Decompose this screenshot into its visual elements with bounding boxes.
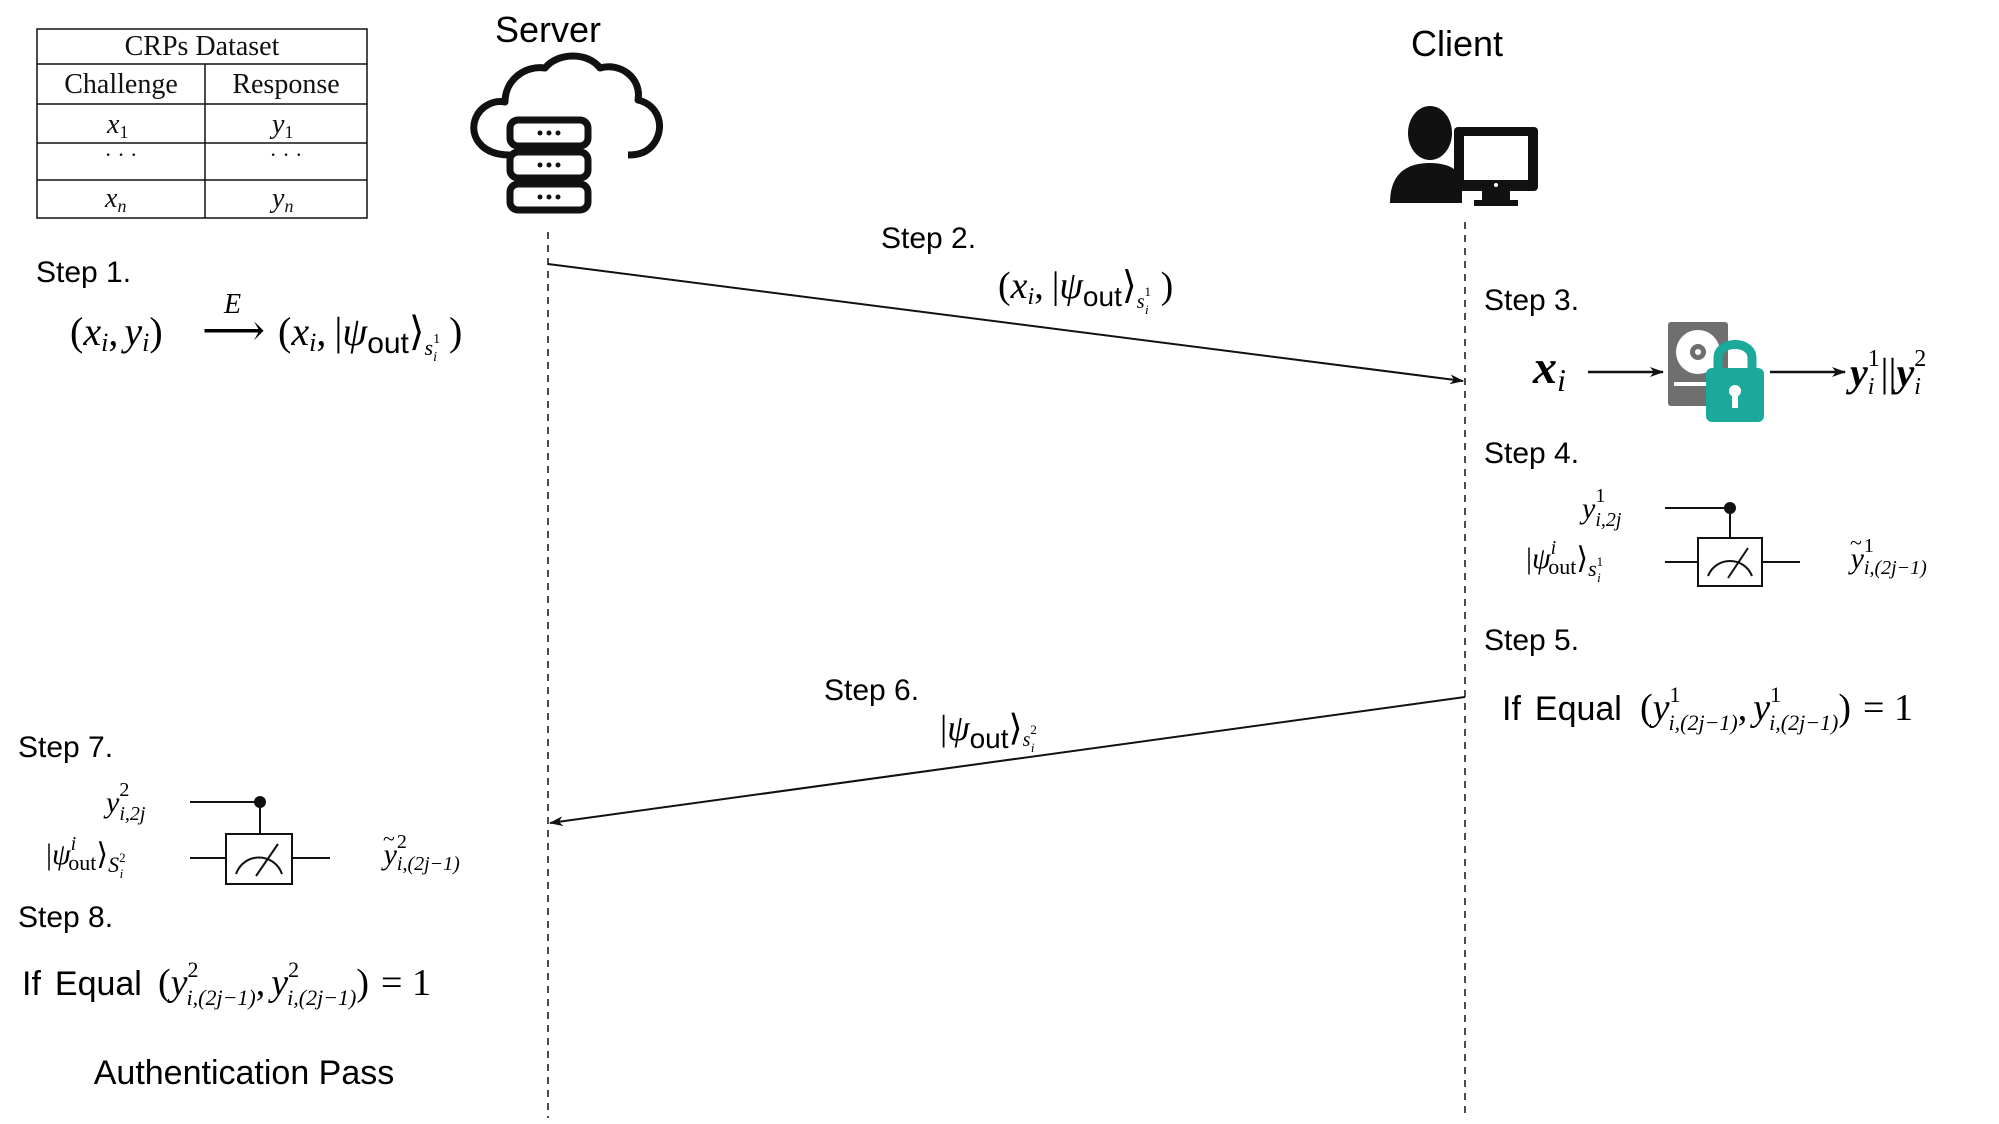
table-header-response: Response xyxy=(232,69,339,100)
table-cell-challenge-2: · · · xyxy=(105,142,138,167)
step8-check: If Equal (y2 i,(2j−1), y2 i,(2j−1)) = 1 xyxy=(22,957,431,1010)
table-cell-response-1: y1 xyxy=(269,109,293,142)
svg-text:y2i,2j: y2 i,2j xyxy=(103,779,146,825)
server-label: Server xyxy=(495,9,601,50)
svg-text:y1i,2j: y1 i,2j xyxy=(1579,485,1622,531)
svg-text:xi: xi xyxy=(1532,341,1566,398)
step5-label: Step 5. xyxy=(1484,624,1579,657)
step6-label: Step 6. xyxy=(824,674,919,707)
table-cell-response-n: yn xyxy=(269,183,293,216)
step2-message: (xi, |ψout⟩s1 i) xyxy=(998,265,1173,317)
step8-label: Step 8. xyxy=(18,901,113,934)
arrow-client-to-server xyxy=(549,696,1466,827)
measurement-meter-icon xyxy=(225,833,293,885)
step1-label: Step 1. xyxy=(36,256,131,289)
encoding-label: E xyxy=(223,289,241,320)
crps-table: CRPs Dataset Challenge Response x1 y1 · … xyxy=(36,28,368,219)
user-computer-icon xyxy=(1390,106,1538,206)
measurement-meter-icon xyxy=(1697,537,1763,587)
svg-text:|ψout⟩s2i: |ψout⟩s2 i xyxy=(940,708,1037,755)
step4-circuit: y1 i,2j |ψi out⟩s1 i y~ 1 i,(2j−1) xyxy=(1526,485,1928,587)
svg-text:(xi,yi): (xi, yi) xyxy=(70,309,163,357)
step7-label: Step 7. xyxy=(18,731,113,764)
encoding-arrow: ⟶ xyxy=(202,306,265,355)
padlock-icon xyxy=(1706,340,1764,422)
step1-formula: (xi, yi) E ⟶ (xi, |ψout⟩s1 i) xyxy=(70,289,462,365)
arrow-server-to-client xyxy=(547,263,1464,385)
cloud-database-icon xyxy=(470,52,663,214)
table-header-challenge: Challenge xyxy=(64,69,178,100)
table-title: CRPs Dataset xyxy=(125,31,280,62)
step3-label: Step 3. xyxy=(1484,284,1579,317)
table-cell-challenge-1: x1 xyxy=(106,109,128,142)
table-cell-challenge-n: xn xyxy=(104,183,126,216)
step4-label: Step 4. xyxy=(1484,437,1579,470)
table-cell-response-2: · · · xyxy=(270,142,303,167)
step5-check: If Equal (y1 i,(2j−1), y1 i,(2j−1)) = 1 xyxy=(1502,682,1913,735)
client-label: Client xyxy=(1411,23,1503,64)
svg-text:y1i||y2i: y1 i ||y2 i xyxy=(1846,346,1926,400)
step7-circuit: y2 i,2j |ψi out⟩S2 i y~ 2 i,(2j−1) xyxy=(46,779,461,885)
authentication-result: Authentication Pass xyxy=(94,1054,395,1092)
svg-text:(y1i,(2j−1),y1i,(2j−1))= 1: (y1 i,(2j−1), y1 i,(2j−1)) = 1 xyxy=(1640,682,1913,735)
step2-label: Step 2. xyxy=(881,222,976,255)
svg-text:(xi,|ψout⟩s1i): (xi, |ψout⟩s1 i) xyxy=(278,309,462,365)
step3-formula: xi y1 i ||y2 i xyxy=(1532,322,1926,422)
svg-text:(y2i,(2j−1),y2i,(2j−1))= 1: (y2 i,(2j−1), y2 i,(2j−1)) = 1 xyxy=(158,957,431,1010)
svg-text:y~1i,(2j−1): y~ 1 i,(2j−1) xyxy=(1848,530,1928,579)
svg-text:y~2i,(2j−1): y~ 2 i,(2j−1) xyxy=(381,826,461,875)
svg-text:(xi,|ψout⟩s1i): (xi, |ψout⟩s1 i) xyxy=(998,265,1173,317)
step6-message: |ψout⟩s2 i xyxy=(940,708,1037,755)
